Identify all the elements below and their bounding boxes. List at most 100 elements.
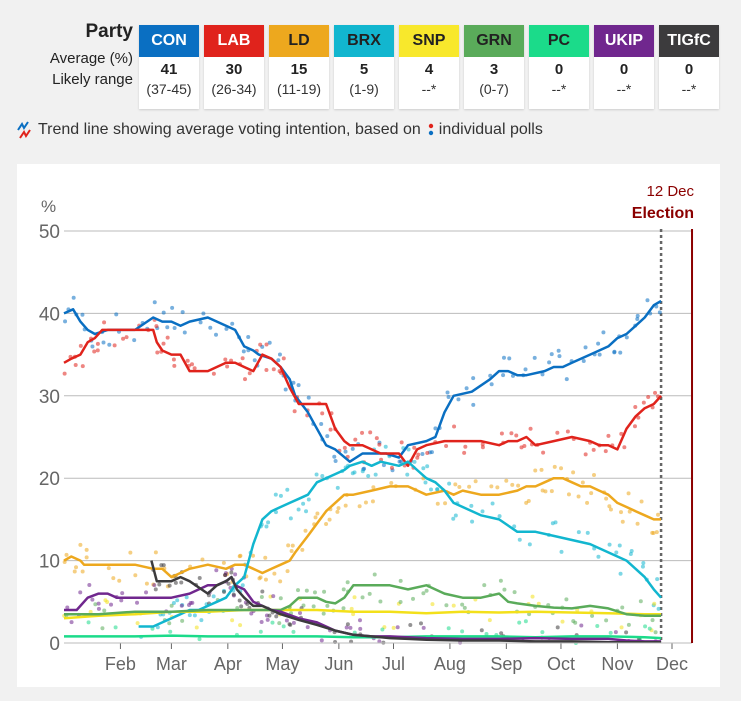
poll-dot-lab: [522, 443, 527, 448]
poll-dot-ld: [200, 557, 205, 562]
poll-dot-lab: [650, 405, 655, 410]
party-average: 4: [424, 61, 434, 78]
poll-dot-tigfc: [260, 589, 265, 594]
poll-dot-grn: [100, 626, 105, 631]
poll-dot-ld: [453, 482, 458, 487]
poll-dot-con: [180, 310, 185, 315]
poll-dot-con: [635, 317, 640, 322]
poll-dot-brx: [453, 513, 458, 518]
poll-dot-lab: [80, 364, 85, 369]
poll-dot-grn: [312, 590, 317, 595]
election-date-label: 12 Dec: [646, 183, 694, 200]
poll-dot-ukip: [357, 618, 362, 623]
poll-dot-grn: [341, 606, 346, 611]
poll-dot-ld: [619, 510, 624, 515]
poll-dot-ld: [539, 467, 544, 472]
x-tick-label: Sep: [490, 654, 522, 674]
party-average: 3: [489, 61, 499, 78]
poll-dot-pc: [281, 624, 286, 629]
poll-dot-ld: [473, 479, 478, 484]
poll-dot-ukip: [96, 606, 101, 611]
poll-dot-ukip: [109, 602, 114, 607]
poll-dot-con: [564, 377, 569, 382]
poll-dot-con: [399, 459, 404, 464]
poll-dot-ld: [585, 500, 590, 505]
poll-dot-ld: [278, 579, 283, 584]
poll-dot-ukip: [344, 625, 349, 630]
poll-dot-con: [343, 449, 348, 454]
poll-dot-pc: [608, 630, 613, 635]
poll-dot-snp: [349, 606, 354, 611]
poll-dot-lab: [171, 357, 176, 362]
poll-dot-con: [420, 451, 425, 456]
poll-dot-grn: [304, 588, 309, 593]
poll-dot-ukip: [421, 625, 426, 630]
poll-dot-pc: [595, 623, 600, 628]
x-tick-label: Dec: [656, 654, 688, 674]
poll-dot-con: [170, 305, 175, 310]
poll-dot-lab: [622, 445, 627, 450]
poll-dot-ukip: [190, 600, 195, 605]
poll-dot-tigfc: [408, 623, 413, 628]
poll-dot-ld: [457, 484, 462, 489]
poll-dot-ukip: [613, 630, 618, 635]
poll-dot-tigfc: [237, 598, 242, 603]
poll-dot-ld: [591, 472, 596, 477]
poll-dot-ld: [627, 509, 632, 514]
poll-dot-grn: [93, 602, 98, 607]
poll-dot-snp: [487, 618, 492, 623]
poll-dot-lab: [425, 451, 430, 456]
poll-dot-lab: [225, 364, 230, 369]
poll-dot-con: [246, 335, 251, 340]
poll-dot-con: [241, 349, 246, 354]
poll-dot-pc: [517, 620, 522, 625]
party-likely-range: --*: [681, 81, 697, 97]
poll-dot-lab: [619, 431, 624, 436]
poll-dot-grn: [482, 583, 487, 588]
poll-dot-pc: [258, 629, 263, 634]
poll-dot-tigfc: [418, 621, 423, 626]
poll-dot-pc: [540, 630, 545, 635]
poll-dot-con: [532, 355, 537, 360]
party-average: 0: [684, 61, 694, 78]
election-event-label: Election: [632, 205, 694, 222]
party-column-snp: SNP 4 --*: [399, 25, 459, 109]
poll-dot-lab: [633, 404, 638, 409]
poll-dot-lab: [320, 411, 325, 416]
party-column-lab: LAB 30 (26-34): [204, 25, 264, 109]
poll-dot-con: [325, 434, 330, 439]
poll-dot-lab: [281, 356, 286, 361]
poll-dot-lab: [62, 371, 67, 376]
poll-dot-con: [433, 426, 438, 431]
poll-dot-brx: [366, 474, 371, 479]
poll-dot-lab: [124, 335, 129, 340]
poll-dot-con: [306, 395, 311, 400]
poll-dot-brx: [296, 507, 301, 512]
poll-dot-brx: [264, 524, 269, 529]
poll-dot-ld: [290, 543, 295, 548]
x-tick-label: Feb: [105, 654, 136, 674]
poll-dot-grn: [277, 621, 282, 626]
poll-dot-brx: [266, 520, 271, 525]
poll-dot-tigfc: [167, 583, 172, 588]
party-name-badge: PC: [529, 25, 589, 57]
poll-dot-snp: [619, 625, 624, 630]
poll-dot-con: [547, 360, 552, 365]
poll-dot-grn: [444, 603, 449, 608]
poll-dot-brx: [596, 554, 601, 559]
poll-dot-brx: [655, 577, 660, 582]
party-column-tigfc: TIGfC 0 --*: [659, 25, 719, 109]
poll-dot-lab: [541, 450, 546, 455]
poll-dot-con: [252, 358, 257, 363]
poll-dot-snp: [352, 595, 357, 600]
polling-chart: % 0 10 20 30 40 50 Feb Mar Apr May Jun Jul Aug Sep Oct N…: [39, 183, 695, 674]
poll-dot-ld: [559, 466, 564, 471]
poll-dot-ld: [389, 481, 394, 486]
poll-dot-lab: [243, 377, 248, 382]
poll-dot-ld: [286, 543, 291, 548]
poll-dot-con: [172, 326, 177, 331]
poll-dot-snp: [451, 603, 456, 608]
poll-dot-ld: [571, 470, 576, 475]
poll-dot-brx: [480, 509, 485, 514]
poll-dot-grn: [367, 591, 372, 596]
